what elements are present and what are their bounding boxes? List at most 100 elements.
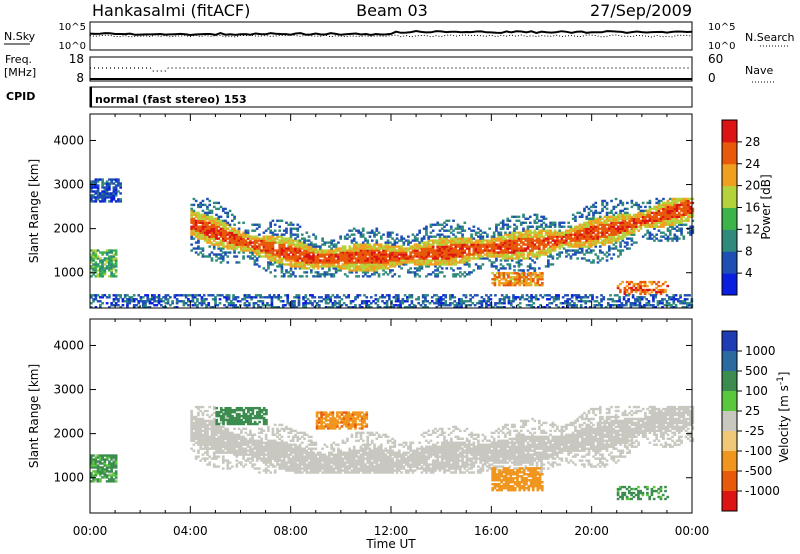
heatmap-cell	[366, 265, 370, 268]
heatmap-cell	[194, 421, 198, 425]
heatmap-cell	[226, 241, 230, 244]
heatmap-cell	[565, 251, 568, 254]
heatmap-cell	[434, 269, 437, 272]
heatmap-cell	[422, 245, 426, 248]
heatmap-cell	[468, 253, 471, 256]
heatmap-cell	[96, 275, 100, 278]
heatmap-cell	[242, 249, 245, 252]
heatmap-cell	[635, 221, 638, 224]
heatmap-cell	[626, 241, 629, 244]
heatmap-cell	[623, 286, 627, 290]
heatmap-cell	[525, 278, 528, 281]
heatmap-cell	[585, 235, 589, 238]
heatmap-cell	[208, 231, 212, 234]
heatmap-cell	[418, 269, 421, 272]
heatmap-cell	[626, 231, 629, 234]
heatmap-cell	[338, 300, 341, 303]
heatmap-cell	[402, 237, 406, 240]
heatmap-cell	[565, 241, 568, 244]
heatmap-cell	[605, 237, 609, 240]
heatmap-cell	[108, 306, 111, 309]
heatmap-cell	[269, 241, 273, 244]
heatmap-cell	[689, 209, 692, 213]
heatmap-cell	[619, 231, 622, 234]
heatmap-cell	[411, 261, 415, 264]
heatmap-cell	[284, 304, 287, 307]
heatmap-cell	[639, 286, 642, 290]
heatmap-cell	[418, 243, 421, 246]
heatmap-cell	[228, 233, 232, 236]
heatmap-cell	[650, 288, 654, 292]
heatmap-cell	[164, 296, 168, 299]
heatmap-cell	[671, 201, 674, 205]
heatmap-cell	[114, 178, 118, 181]
heatmap-cell	[457, 300, 461, 303]
heatmap-cell	[562, 239, 566, 242]
heatmap-cell	[449, 227, 453, 230]
heatmap-cell	[458, 255, 462, 258]
heatmap-cell	[454, 257, 458, 260]
heatmap-cell	[515, 225, 519, 228]
heatmap-cell	[562, 243, 566, 246]
heatmap-cell	[401, 302, 405, 305]
heatmap-cell	[594, 217, 598, 220]
heatmap-cell	[574, 249, 577, 252]
heatmap-cell	[639, 282, 642, 286]
heatmap-cell	[556, 237, 559, 240]
heatmap-cell	[536, 298, 540, 301]
heatmap-cell	[436, 251, 440, 254]
heatmap-cell	[436, 247, 440, 250]
heatmap-cell	[497, 255, 501, 258]
heatmap-cell	[479, 249, 482, 252]
heatmap-cell	[682, 199, 686, 203]
heatmap-cell	[427, 239, 431, 242]
heatmap-cell	[305, 251, 309, 254]
heatmap-cell	[621, 201, 625, 205]
heatmap-cell	[253, 241, 257, 244]
heatmap-cell	[262, 243, 266, 246]
heatmap-cell	[443, 249, 446, 252]
heatmap-cell	[498, 300, 502, 303]
heatmap-cell	[117, 198, 120, 201]
heatmap-cell	[386, 263, 390, 266]
heatmap-cell	[267, 263, 270, 266]
heatmap-cell	[625, 294, 628, 297]
heatmap-cell	[495, 237, 498, 240]
heatmap-cell	[485, 302, 488, 305]
heatmap-cell	[197, 205, 200, 209]
heatmap-cell	[527, 278, 531, 281]
heatmap-cell	[495, 276, 499, 279]
heatmap-cell	[409, 253, 412, 256]
heatmap-cell	[685, 304, 689, 307]
heatmap-cell	[497, 245, 501, 248]
heatmap-cell	[506, 247, 510, 250]
heatmap-cell	[569, 245, 573, 248]
heatmap-cell	[255, 253, 259, 256]
heatmap-cell	[110, 259, 113, 262]
heatmap-cell	[382, 261, 385, 264]
heatmap-cell	[400, 255, 403, 258]
heatmap-cell	[366, 251, 370, 254]
heatmap-cell	[190, 231, 193, 234]
heatmap-cell	[537, 231, 541, 234]
heatmap-cell	[480, 304, 484, 307]
heatmap-cell	[108, 259, 111, 262]
heatmap-cell	[522, 269, 525, 272]
heatmap-cell	[452, 237, 455, 240]
heatmap-cell	[287, 271, 291, 274]
heatmap-cell	[683, 300, 687, 303]
heatmap-cell	[501, 221, 505, 224]
heatmap-cell	[92, 190, 95, 193]
heatmap-cell	[513, 233, 516, 236]
heatmap-cell	[454, 259, 458, 262]
heatmap-cell	[610, 235, 613, 238]
heatmap-cell	[253, 223, 257, 226]
heatmap-cell	[350, 263, 354, 266]
heatmap-cell	[637, 221, 640, 224]
heatmap-cell	[526, 245, 530, 248]
heatmap-cell	[666, 215, 670, 219]
heatmap-cell	[598, 219, 602, 222]
heatmap-cell	[567, 249, 570, 252]
heatmap-cell	[664, 280, 667, 284]
heatmap-cell	[634, 300, 637, 303]
